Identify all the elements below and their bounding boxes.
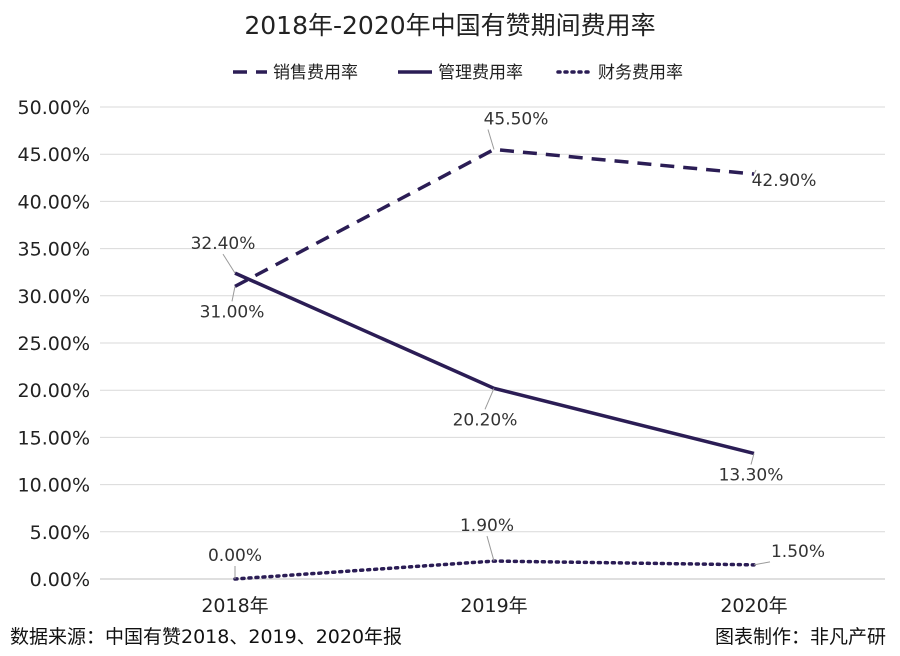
legend-label: 财务费用率 bbox=[598, 63, 683, 83]
data-label-leader bbox=[753, 561, 771, 566]
y-tick-label: 40.00% bbox=[18, 191, 90, 213]
data-label: 1.50% bbox=[771, 542, 825, 562]
x-tick-label: 2019年 bbox=[460, 595, 527, 617]
y-tick-label: 30.00% bbox=[18, 286, 90, 308]
data-label: 42.90% bbox=[752, 171, 817, 191]
y-tick-label: 50.00% bbox=[18, 97, 90, 119]
y-tick-label: 15.00% bbox=[18, 427, 90, 449]
legend-label: 销售费用率 bbox=[273, 63, 358, 83]
data-label: 32.40% bbox=[191, 234, 256, 254]
y-tick-label: 0.00% bbox=[30, 569, 90, 591]
data-label-leader bbox=[231, 286, 236, 302]
series-line bbox=[233, 559, 756, 581]
y-tick-label: 25.00% bbox=[18, 333, 90, 355]
chart-credit: 图表制作：非凡产研 bbox=[714, 626, 886, 648]
data-label-leader bbox=[484, 388, 495, 410]
data-label: 1.90% bbox=[460, 516, 514, 536]
x-tick-label: 2018年 bbox=[201, 595, 268, 617]
data-label: 20.20% bbox=[453, 410, 518, 430]
data-label: 13.30% bbox=[719, 465, 784, 485]
chart-title: 2018年-2020年中国有赞期间费用率 bbox=[244, 11, 655, 40]
y-tick-label: 45.00% bbox=[18, 144, 90, 166]
data-label-leader bbox=[487, 129, 495, 150]
y-tick-label: 35.00% bbox=[18, 239, 90, 261]
y-tick-label: 20.00% bbox=[18, 380, 90, 402]
y-tick-label: 5.00% bbox=[30, 522, 90, 544]
y-tick-label: 10.00% bbox=[18, 475, 90, 497]
data-label: 0.00% bbox=[208, 546, 262, 566]
data-label: 45.50% bbox=[484, 109, 549, 129]
data-label-leader bbox=[486, 535, 495, 562]
legend-label: 管理费用率 bbox=[438, 63, 523, 83]
data-label: 31.00% bbox=[200, 302, 265, 322]
data-label-leader bbox=[750, 453, 755, 465]
data-source-note: 数据来源：中国有赞2018、2019、2020年报 bbox=[10, 626, 403, 648]
series-line bbox=[234, 147, 755, 288]
data-label-leader bbox=[753, 169, 757, 175]
x-tick-label: 2020年 bbox=[720, 595, 787, 617]
data-label-leader bbox=[222, 253, 236, 274]
